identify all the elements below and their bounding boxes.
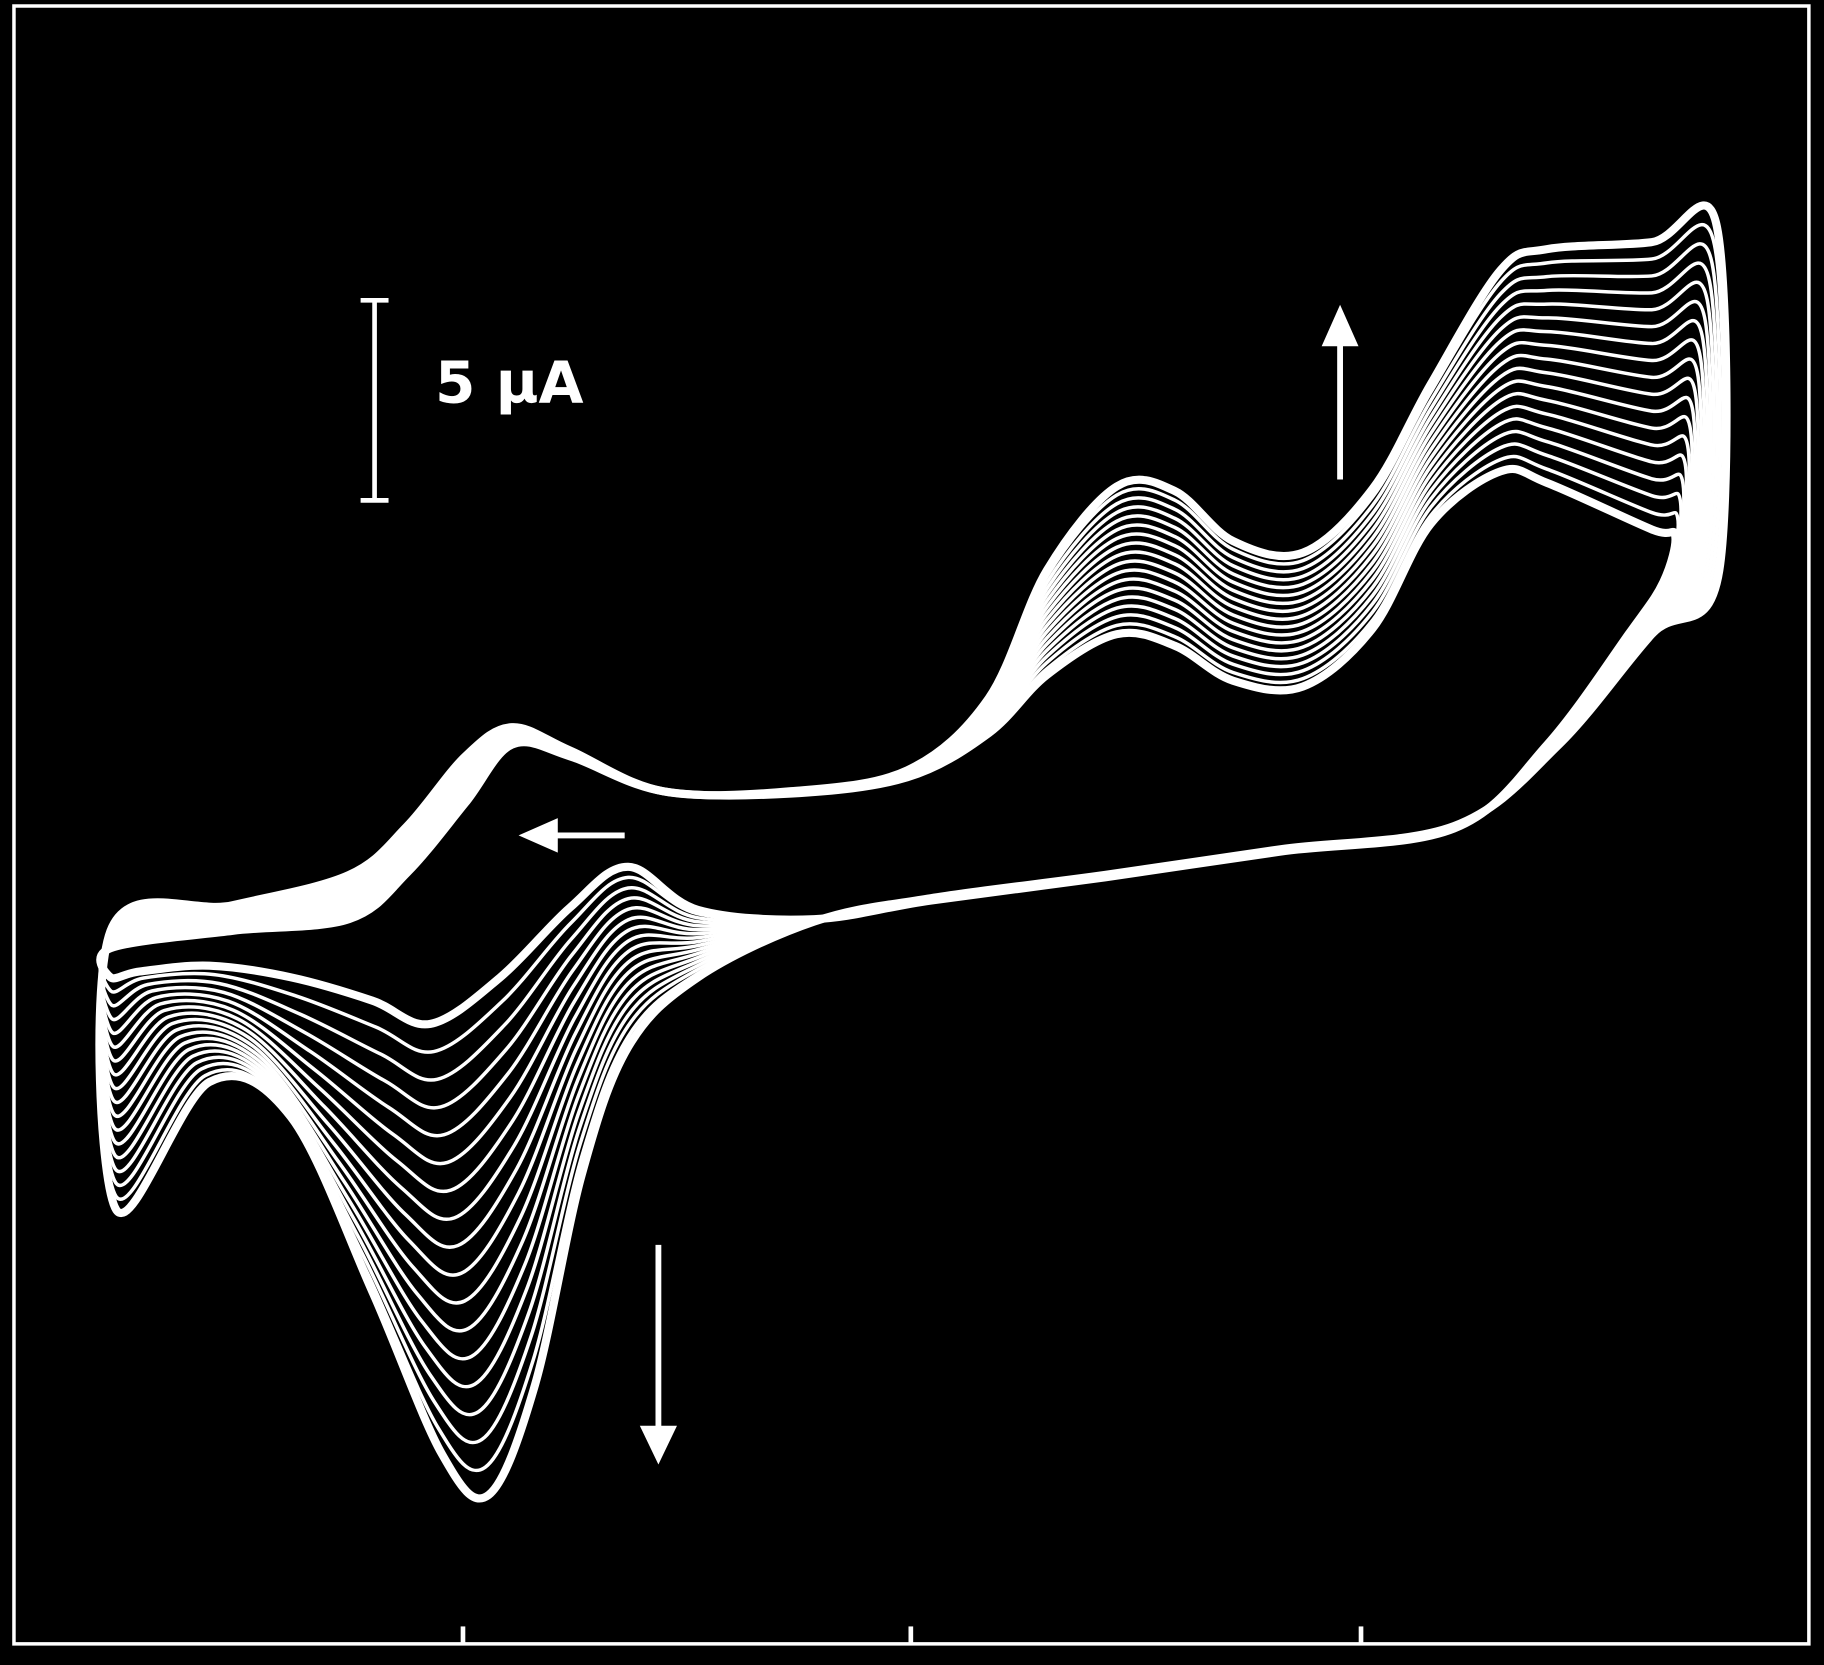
arrow-head	[639, 1425, 677, 1465]
cycle-curve	[95, 201, 1731, 1503]
arrow-head	[1321, 304, 1359, 347]
arrow-head	[518, 818, 558, 853]
scale-bar	[360, 297, 389, 503]
arrows	[518, 304, 1359, 1465]
voltammograms	[95, 201, 1731, 1503]
scale-bar-label: 5 µA	[435, 349, 584, 417]
